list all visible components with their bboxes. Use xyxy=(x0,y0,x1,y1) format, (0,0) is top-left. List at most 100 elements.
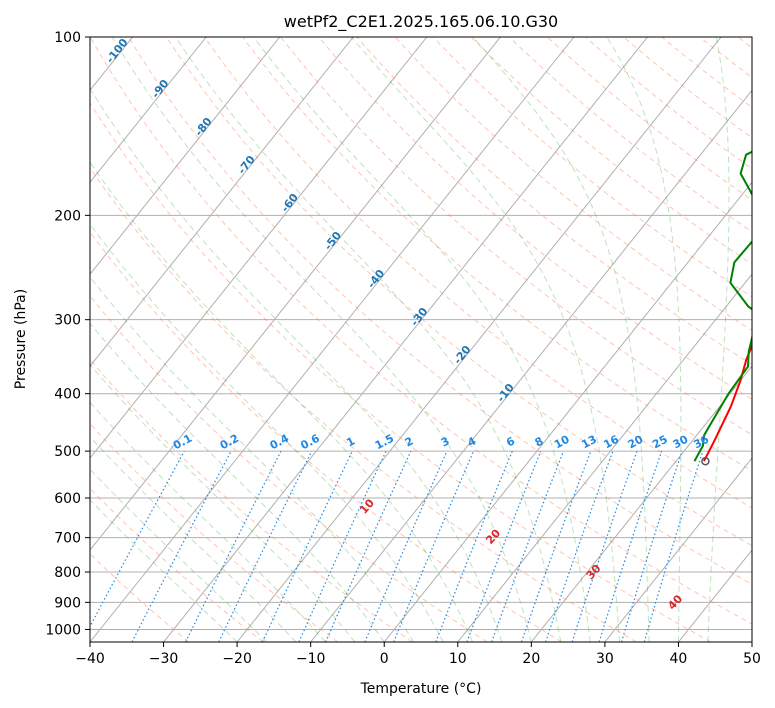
isotherm-line xyxy=(236,37,722,642)
x-tick-label: 50 xyxy=(743,651,761,667)
moist-adiabat-line xyxy=(90,223,444,642)
isotherm-label: -70 xyxy=(235,153,258,177)
dry-adiabat-line xyxy=(699,37,752,79)
moist-adiabat-line xyxy=(90,322,385,642)
moist-adiabat-line xyxy=(174,37,562,642)
dry-adiabat-line xyxy=(204,37,752,509)
y-tick-label: 600 xyxy=(54,491,81,507)
moist-adiabat-line xyxy=(253,37,591,642)
mixing-ratio-line xyxy=(364,450,448,642)
moist-adiabat-line xyxy=(472,37,650,642)
isotherm-line xyxy=(751,641,752,642)
dry-adiabat-line xyxy=(90,487,264,642)
isotherm-line xyxy=(163,37,648,642)
mixing-ratio-line xyxy=(520,450,592,642)
isotherm-line xyxy=(457,273,752,642)
y-tick-label: 400 xyxy=(54,387,81,403)
x-tick-label: 10 xyxy=(449,651,467,667)
isotherm-label: -20 xyxy=(451,343,474,367)
mixing-ratio-label: 6 xyxy=(504,434,517,449)
mixing-ratio-line xyxy=(298,450,387,642)
moist-adiabat-line xyxy=(90,363,356,642)
mixing-ratio-line xyxy=(466,450,542,642)
dry-adiabat-line xyxy=(547,37,752,201)
moist-adiabats xyxy=(90,37,730,642)
mixing-ratio-label: 1 xyxy=(344,434,357,449)
isotherm-line xyxy=(0,37,59,642)
moist-adiabat-line xyxy=(90,436,297,642)
moist-adiabat-label: 40 xyxy=(665,592,685,612)
mixing-ratio-label: 0.6 xyxy=(298,432,322,453)
isotherm-label: -30 xyxy=(408,305,431,329)
x-axis-title: Temperature (°C) xyxy=(360,681,482,697)
y-tick-label: 300 xyxy=(54,313,81,329)
dry-adiabat-line xyxy=(394,37,752,332)
moist-adiabat-label: 30 xyxy=(584,562,604,582)
plot-frame xyxy=(89,36,753,643)
dry-adiabats xyxy=(90,37,752,642)
dewpoint-profile xyxy=(693,150,752,462)
mixing-ratio-line xyxy=(571,450,638,642)
isotherm-line xyxy=(383,181,752,642)
mixing-ratio-lines xyxy=(90,450,704,642)
mixing-ratio-label: 0.4 xyxy=(268,432,292,453)
mixing-ratio-label: 16 xyxy=(601,433,621,452)
x-tick-label: −20 xyxy=(222,651,252,667)
moist-adiabat-line xyxy=(90,468,267,642)
mixing-ratio-line xyxy=(218,450,313,642)
mixing-ratio-line xyxy=(598,450,663,642)
mixing-ratio-line xyxy=(261,450,353,642)
isotherm-line xyxy=(604,457,752,642)
isotherm-label: -50 xyxy=(322,229,345,253)
isobar-gridlines xyxy=(90,37,752,630)
dry-adiabat-line xyxy=(127,37,752,585)
moist-adiabat-line xyxy=(90,401,326,642)
y-tick-label: 700 xyxy=(54,531,81,547)
y-tick-label: 800 xyxy=(54,565,81,581)
mixing-ratio-line xyxy=(643,450,704,642)
chart-title: wetPf2_C2E1.2025.165.06.10.G30 xyxy=(284,12,558,32)
isotherm-label: -60 xyxy=(279,191,302,215)
dry-adiabat-line xyxy=(661,37,752,109)
isotherm-label: -10 xyxy=(494,381,517,405)
dry-adiabat-line xyxy=(90,37,752,625)
mixing-ratio-line xyxy=(90,450,185,628)
mixing-ratio-label: 0.1 xyxy=(171,432,194,453)
dry-adiabat-line xyxy=(90,102,712,642)
y-axis-title: Pressure (hPa) xyxy=(13,289,29,389)
reference-line-labels: -100 -90 -80 -70 -60 -50 -40 -30 -20 -10 0.1 0.2 0.4… xyxy=(104,36,712,613)
y-tick-label: 1000 xyxy=(45,622,81,638)
y-tick-label: 100 xyxy=(54,30,81,46)
dry-adiabat-line xyxy=(356,37,752,366)
y-tick-label: 500 xyxy=(54,444,81,460)
x-tick-label: 30 xyxy=(596,651,614,667)
x-tick-label: −10 xyxy=(296,651,326,667)
isotherm-line xyxy=(310,89,752,642)
dry-adiabat-line xyxy=(280,37,752,436)
dry-adiabat-line xyxy=(90,167,637,642)
isotherm-line xyxy=(90,37,207,184)
mixing-ratio-label: 36 xyxy=(691,433,711,452)
mixing-ratio-line xyxy=(393,450,475,642)
moist-adiabat-line xyxy=(350,37,621,642)
dry-adiabat-line xyxy=(165,37,752,547)
moist-adiabat-line xyxy=(111,37,532,642)
mixing-ratio-label: 10 xyxy=(552,433,572,452)
isotherm-label: -80 xyxy=(192,115,215,139)
mixing-ratio-label: 13 xyxy=(579,433,599,452)
dry-adiabat-line xyxy=(242,37,752,472)
isotherm-line xyxy=(90,37,281,276)
isotherm-label: -40 xyxy=(365,267,388,291)
moist-adiabat-line xyxy=(90,87,503,642)
y-axis-ticks: 1000 900 800 700 600 500 400 300 200 100 xyxy=(45,30,90,638)
mixing-ratio-label: 20 xyxy=(626,433,646,452)
isotherm-line xyxy=(90,37,575,642)
mixing-ratio-label: 1.5 xyxy=(373,432,396,453)
isotherm-label: -90 xyxy=(149,77,172,101)
x-tick-label: 20 xyxy=(522,651,540,667)
moist-adiabat-line xyxy=(707,37,730,642)
isotherm-line xyxy=(90,37,428,459)
y-tick-label: 900 xyxy=(54,595,81,611)
sounding-profiles xyxy=(693,150,752,466)
